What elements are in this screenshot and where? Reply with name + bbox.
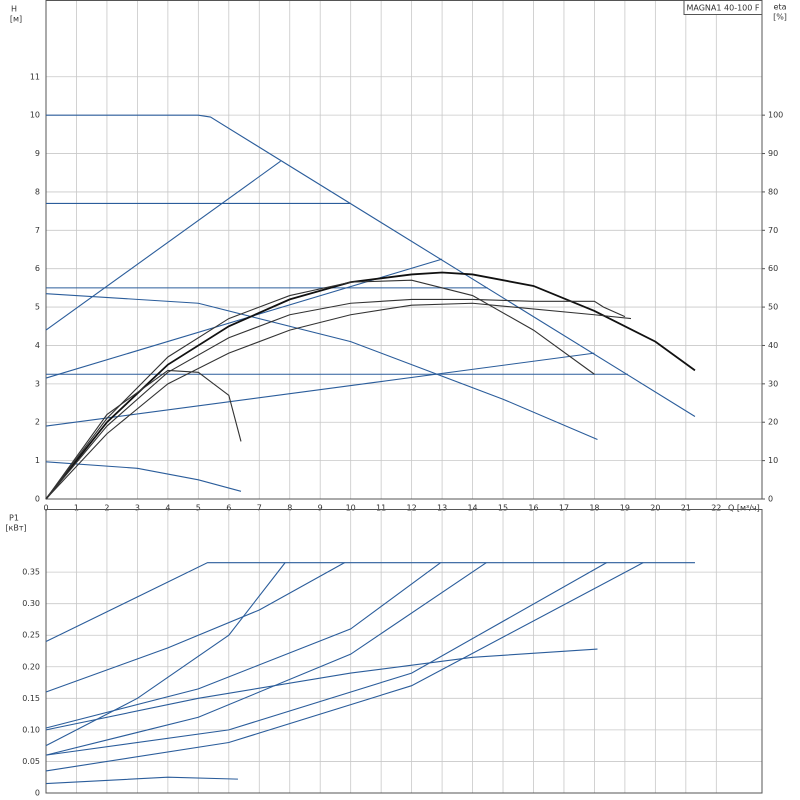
curve: [45, 562, 286, 747]
y-tick-label: 0: [35, 495, 40, 504]
y2-label: eta: [774, 3, 787, 12]
x-tick-label: 16: [528, 504, 538, 513]
y2-unit: [%]: [773, 13, 787, 22]
y-tick-label: 4: [35, 341, 40, 350]
x-tick-label: 17: [559, 504, 569, 513]
x-tick-label: 14: [467, 504, 477, 513]
y-tick-label: 3: [35, 379, 40, 388]
x-tick-label: 3: [135, 504, 140, 513]
y2-tick-label: 30: [768, 379, 778, 388]
y-tick-label: 11: [30, 72, 40, 81]
y-tick-label: 1: [35, 456, 40, 465]
curve: [45, 562, 441, 729]
curve: [45, 562, 487, 756]
y-tick-label: 2: [35, 418, 40, 427]
curve: [45, 562, 695, 643]
curve: [45, 562, 644, 772]
y-tick-label: 7: [35, 226, 40, 235]
x-tick-label: 20: [650, 504, 660, 513]
curve: [45, 279, 595, 500]
x-tick-label: 19: [620, 504, 630, 513]
x-tick-label: 1: [74, 504, 79, 513]
curve: [45, 302, 632, 500]
curve: [45, 776, 238, 785]
y2-tick-label: 40: [768, 341, 778, 350]
x-tick-label: 22: [711, 504, 721, 513]
x-tick-label: 6: [226, 504, 231, 513]
y2-tick-label: 0: [768, 495, 773, 504]
title-box: [683, 0, 763, 15]
y-unit: [м]: [10, 15, 22, 24]
y-tick-label: 0.25: [22, 631, 40, 640]
y-tick-label: 0.35: [22, 568, 40, 577]
curve: [45, 298, 626, 500]
x-tick-label: 7: [257, 504, 262, 513]
y2-tick-label: 90: [768, 149, 778, 158]
y-unit: [кВт]: [5, 524, 26, 533]
x-tick-label: 12: [407, 504, 417, 513]
x-tick-label: 10: [346, 504, 356, 513]
x-tick-label: 13: [437, 504, 447, 513]
x-tick-label: 15: [498, 504, 508, 513]
x-label: Q [м³/ч]: [728, 504, 760, 513]
y2-tick-label: 70: [768, 226, 778, 235]
curve: [45, 369, 242, 500]
plot-frame: [45, 0, 763, 500]
curve: [45, 648, 598, 731]
curve: [45, 271, 696, 500]
curve: [45, 293, 598, 441]
y-tick-label: 0.30: [22, 599, 40, 608]
y-tick-label: 5: [35, 303, 40, 312]
y-tick-label: 9: [35, 149, 40, 158]
x-tick-label: 11: [376, 504, 386, 513]
x-tick-label: 18: [589, 504, 599, 513]
x-tick-label: 4: [165, 504, 170, 513]
y-label: H: [11, 5, 17, 14]
y-tick-label: 6: [35, 264, 40, 273]
y-tick-label: 8: [35, 187, 40, 196]
y-tick-label: 0: [35, 789, 40, 798]
curve: [45, 160, 281, 331]
curve: [45, 352, 595, 427]
x-tick-label: 8: [287, 504, 292, 513]
curve: [46, 114, 696, 417]
y-tick-label: 10: [30, 111, 40, 120]
chart-title: MAGNA1 40-100 F: [686, 4, 759, 13]
curve: [45, 562, 607, 756]
y2-tick-label: 100: [768, 111, 783, 120]
curve: [45, 461, 242, 492]
y2-tick-label: 80: [768, 187, 778, 196]
x-tick-label: 9: [318, 504, 323, 513]
y-tick-label: 0.05: [22, 757, 40, 766]
plot-frame: [45, 509, 763, 794]
curve: [45, 562, 345, 693]
y2-tick-label: 10: [768, 456, 778, 465]
y2-tick-label: 60: [768, 264, 778, 273]
x-tick-label: 5: [196, 504, 201, 513]
y-tick-label: 0.20: [22, 662, 40, 671]
x-tick-label: 2: [104, 504, 109, 513]
y-tick-label: 0.15: [22, 694, 40, 703]
y2-tick-label: 50: [768, 303, 778, 312]
y-tick-label: 0.10: [22, 725, 40, 734]
y2-tick-label: 20: [768, 418, 778, 427]
x-tick-label: 21: [681, 504, 691, 513]
x-tick-label: 0: [43, 504, 48, 513]
y-label: P1: [9, 514, 19, 523]
